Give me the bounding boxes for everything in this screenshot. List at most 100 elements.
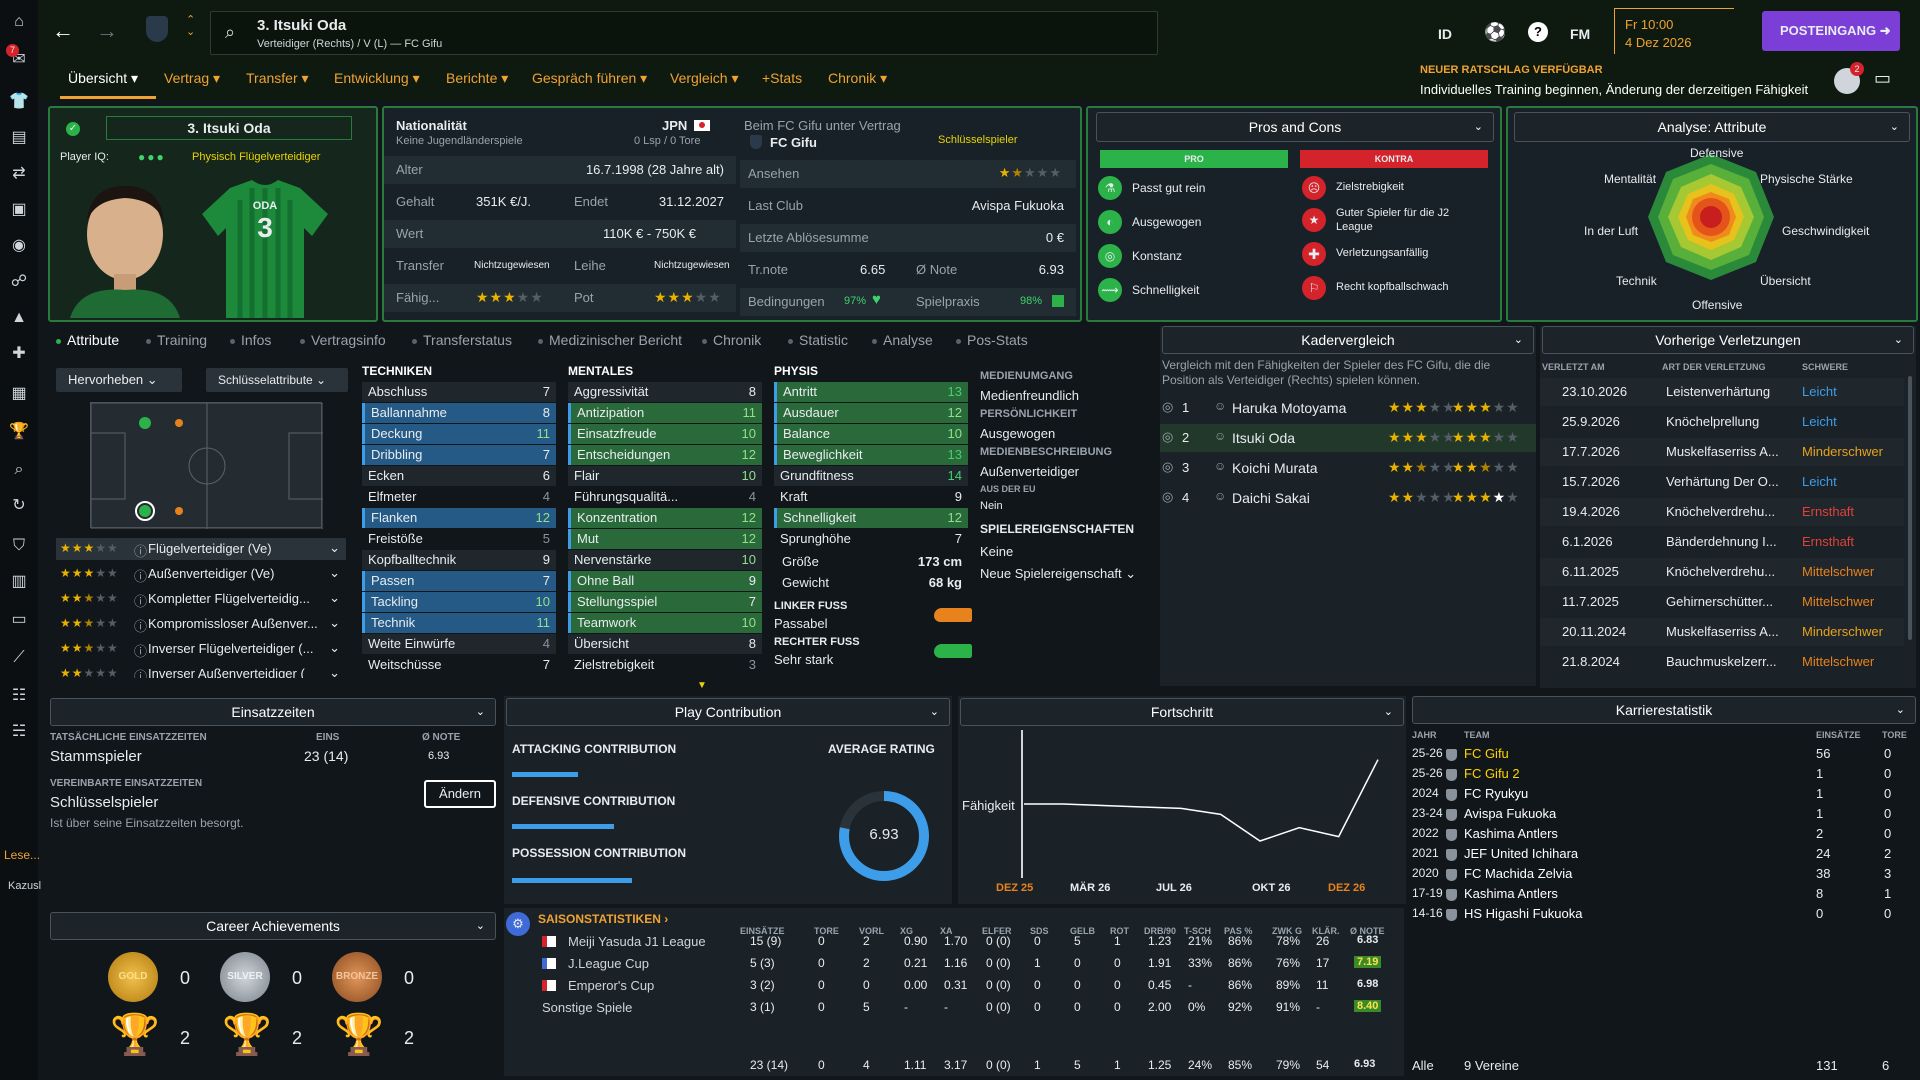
nav-talk[interactable]: Gespräch führen ▾ [532,70,648,86]
season-row[interactable]: Sonstige Spiele 3 (1) 0 5 - - 0 (0) 0 0 0 2.00 0% 92… [504,998,1404,1018]
club-name[interactable]: FC Gifu [770,135,817,150]
attribute-row[interactable]: Beweglichkeit 13 [774,445,968,465]
attribute-row[interactable]: Flair 10 [568,466,762,486]
tab-history[interactable]: Chronik [702,332,761,348]
career-row[interactable]: 2024 FC Ryukyu 1 0 [1410,784,1918,804]
career-header[interactable]: Karrierestatistik ⌄ [1412,696,1916,724]
role-row[interactable]: ★★★★★ ⓘ Außenverteidiger (Ve) ⌄ [60,565,340,584]
career-team[interactable]: JEF United Ichihara [1464,846,1579,861]
career-team[interactable]: FC Machida Zelvia [1464,866,1573,881]
attribute-row[interactable]: Einsatzfreude 10 [568,424,762,444]
competition-name[interactable]: J.League Cup [568,956,649,971]
attribute-row[interactable]: Weite Einwürfe 4 [362,634,556,654]
injury-row[interactable]: 23.10.2026 Leistenverhärtung Leicht [1540,378,1904,406]
career-team[interactable]: FC Ryukyu [1464,786,1529,801]
squad-player-name[interactable]: Itsuki Oda [1232,430,1296,446]
season-col-header[interactable]: TORE [814,926,839,936]
progress-header[interactable]: Fortschritt ⌄ [960,698,1404,726]
id-button[interactable]: ID [1438,26,1452,42]
tab-statistic[interactable]: Statistic [788,332,848,348]
attribute-row[interactable]: Teamwork 10 [568,613,762,633]
attribute-row[interactable]: Technik 11 [362,613,556,633]
help-icon[interactable]: ? [1528,22,1548,42]
season-row[interactable]: J.League Cup 5 (3) 0 2 0.21 1.16 0 (0) 1 0 0 1.91 3… [504,954,1404,974]
nav-overview[interactable]: Übersicht ▾ [68,70,139,86]
search-icon[interactable]: ⌕ [14,461,24,478]
injury-row[interactable]: 20.11.2024 Muskelfaserriss A... Minderschw… [1540,618,1904,646]
squad-row[interactable]: ◎ 4 ☺ Daichi Sakai ★★★★★ ★★★★★ [1160,484,1536,512]
attribute-row[interactable]: Antizipation 11 [568,403,762,423]
attribute-row[interactable]: Ecken 6 [362,466,556,486]
season-col-header[interactable]: SDS [1030,926,1049,936]
injury-row[interactable]: 17.7.2026 Muskelfaserriss A... Minderschwe… [1540,438,1904,466]
tab-info[interactable]: Infos [230,332,271,348]
attribute-row[interactable]: Passen 7 [362,571,556,591]
season-col-header[interactable]: DRB/90 [1144,926,1177,936]
role-row[interactable]: ★★★★★ ⓘ Kompromissloser Außenver... ⌄ [60,615,340,634]
lastclub-value[interactable]: Avispa Fukuoka [971,198,1064,213]
attribute-row[interactable]: Tackling 10 [362,592,556,612]
attribute-row[interactable]: Zielstrebigkeit 3 [568,655,762,675]
career-team[interactable]: HS Higashi Fukuoka [1464,906,1583,921]
refresh-icon[interactable]: ↻ [12,497,26,514]
sidebar-reading[interactable]: Lese... [4,848,41,862]
career-team[interactable]: FC Gifu 2 [1464,766,1520,781]
injury-row[interactable]: 15.7.2026 Verhärtung Der O... Leicht [1540,468,1904,496]
competition-name[interactable]: Emperor's Cup [568,978,655,993]
career-team[interactable]: Kashima Antlers [1464,826,1558,841]
finance-icon[interactable]: ▥ [11,573,27,590]
monitor-icon[interactable]: ▭ [1874,68,1892,88]
career-row[interactable]: 2022 Kashima Antlers 2 0 [1410,824,1918,844]
injury-row[interactable]: 21.8.2024 Bauchmuskelzerr... Mittelschwer [1540,648,1904,676]
attribute-row[interactable]: Führungsqualitä... 4 [568,487,762,507]
medical-icon[interactable]: ✚ [12,345,26,362]
tab-attributes[interactable]: Attribute [56,332,119,348]
tactics-icon[interactable]: ▤ [11,129,27,146]
radio-icon[interactable]: ◎ [1162,489,1174,504]
attribute-row[interactable]: Entscheidungen 12 [568,445,762,465]
attribute-row[interactable]: Grundfitness 14 [774,466,968,486]
radio-icon[interactable]: ◎ [1162,399,1174,414]
attribute-row[interactable]: Mut 12 ▼ [568,529,762,691]
transfer-icon[interactable]: ⇄ [12,165,26,182]
tab-analysis[interactable]: Analyse [872,332,933,348]
settings-icon[interactable]: ⚙ [506,912,530,936]
report-icon[interactable]: ▭ [11,611,27,628]
squad-row[interactable]: ◎ 2 ☺ Itsuki Oda ★★★★★ ★★★★★ [1160,424,1536,452]
search-icon[interactable]: ⌕ [225,22,236,42]
playtime-header[interactable]: Einsatzzeiten ⌄ [50,698,496,726]
advice-text[interactable]: Individuelles Training beginnen, Änderun… [1420,82,1809,97]
attribute-row[interactable]: Abschluss 7 [362,382,556,402]
tab-pos-stats[interactable]: Pos-Stats [956,332,1028,348]
group-icon[interactable]: ☵ [11,723,27,740]
career-row[interactable]: 2020 FC Machida Zelvia 38 3 [1410,864,1918,884]
ball-icon[interactable]: ⚽ [1484,22,1507,42]
injury-scrollbar[interactable] [1908,376,1912,640]
analysis-header[interactable]: Analyse: Attribute ⌄ [1514,112,1910,142]
injury-row[interactable]: 6.11.2025 Knöchelverdrehu... Mittelschwer [1540,558,1904,586]
forward-arrow-icon[interactable]: → [96,18,118,43]
career-row[interactable]: 25-26 FC Gifu 56 0 [1410,744,1918,764]
attribute-row[interactable]: Ballannahme 8 [362,403,556,423]
tab-training[interactable]: Training [146,332,207,348]
squad-row[interactable]: ◎ 1 ☺ Haruka Motoyama ★★★★★ ★★★★★ [1160,394,1536,422]
season-col-header[interactable]: KLÄR. [1312,926,1340,936]
career-team[interactable]: Avispa Fukuoka [1464,806,1557,821]
inbox-button[interactable]: POSTEINGANG ➜ [1762,11,1900,51]
nav-transfer[interactable]: Transfer ▾ [246,70,309,86]
attribute-row[interactable]: Kopfballtechnik 9 [362,550,556,570]
attribute-row[interactable]: Balance 10 [774,424,968,444]
role-row[interactable]: ★★★★★ ⓘ Flügelverteidiger (Ve) ⌄ [56,538,346,560]
attribute-row[interactable]: Kraft 9 [774,487,968,507]
season-stats-title[interactable]: SAISONSTATISTIKEN › [538,912,669,926]
people-icon[interactable]: ☷ [11,687,27,704]
attribute-row[interactable]: Flanken 12 [362,508,556,528]
role-row[interactable]: ★★★★★ ⓘ Kompletter Flügelverteidig... ⌄ [60,590,340,609]
competition-name[interactable]: Meiji Yasuda J1 League [568,934,706,949]
achievements-header[interactable]: Career Achievements ⌄ [50,912,496,940]
career-row[interactable]: 14-16 HS Higashi Fukuoka 0 0 [1410,904,1918,924]
attribute-row[interactable]: Ohne Ball 9 [568,571,762,591]
season-col-header[interactable]: ZWK G [1272,926,1302,936]
change-button[interactable]: Ändern [424,780,496,808]
nav-stats[interactable]: +Stats [762,70,803,86]
